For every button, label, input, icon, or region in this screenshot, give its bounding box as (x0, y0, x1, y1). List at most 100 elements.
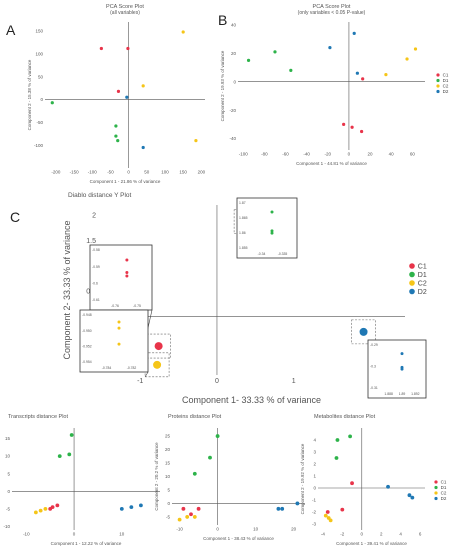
x-tick-label: 1 (292, 378, 296, 385)
y-tick-label: -5 (166, 514, 170, 519)
y-tick-label: 0 (233, 79, 236, 84)
x-tick-label: 2 (380, 532, 383, 537)
data-point-d2 (139, 503, 143, 508)
y-tick-label: 1.5 (86, 238, 96, 245)
data-point-c2 (194, 139, 198, 143)
x-tick-label: 4 (399, 532, 402, 537)
x-axis-label: Component 1 - 12.22 % of variance (51, 541, 122, 546)
y-tick-label: 20 (231, 51, 237, 56)
inset-point-c2 (117, 326, 121, 330)
legend-marker-c2 (434, 491, 438, 495)
y-axis-label: Component 2 - 19.93 % of variance (220, 50, 225, 121)
inset-x-tick: -0.784 (102, 366, 112, 370)
y-tick-label: -3 (312, 522, 316, 527)
data-point-d1 (50, 101, 54, 105)
inset-point-d2 (400, 367, 404, 371)
chart-title: Transcripts distance Plot (8, 414, 68, 420)
data-point-c1 (342, 122, 346, 126)
inset-point-c2 (117, 342, 121, 346)
x-tick-label: 0 (215, 378, 219, 385)
legend-marker-d2 (409, 288, 415, 295)
legend-label-d1: D1 (418, 272, 427, 279)
x-tick-label: 100 (161, 170, 169, 175)
inset-y-tick: -0.31 (370, 386, 378, 390)
chart-subtitle: (all variables) (110, 10, 140, 16)
y-tick-label: -20 (229, 108, 236, 113)
data-point-c2 (384, 73, 388, 77)
inset-x-tick: -0.782 (127, 366, 137, 370)
x-tick-label: 200 (198, 170, 206, 175)
data-point-d2 (295, 501, 300, 506)
data-point-d2 (129, 505, 134, 510)
legend-marker-d2 (436, 89, 440, 94)
y-tick-label: 20 (165, 447, 171, 452)
data-point-c1 (361, 77, 365, 81)
x-tick-label: 60 (410, 152, 416, 157)
data-point-c1 (126, 46, 130, 51)
x-tick-label: -10 (23, 532, 30, 537)
inset-point-c1 (125, 271, 129, 274)
data-point-d1 (334, 456, 339, 460)
y-tick-label: 50 (38, 74, 44, 79)
data-point-d1 (208, 455, 212, 460)
inset-y-tick: -0.6 (92, 282, 98, 286)
data-point-d1 (273, 50, 277, 54)
x-axis-label: Component 1- 33.33 % of variance (182, 395, 321, 405)
inset-c1: -0.58 -0.59 -0.6 -0.61 -0.76 -0.75 (89, 244, 153, 311)
inset-y-tick: -0.950 (82, 329, 92, 333)
y-tick-label: 5 (167, 488, 170, 493)
legend-marker-c2 (436, 84, 440, 88)
legend-marker-c1 (434, 480, 438, 484)
legend-label-d2: D2 (443, 89, 449, 94)
inset-y-tick: -0.952 (82, 345, 92, 349)
y-tick-label: -40 (229, 136, 236, 141)
x-tick-label: 20 (368, 152, 374, 157)
chart-title: Diablo distance Y Plot (68, 192, 132, 199)
y-tick-label: 10 (5, 454, 11, 459)
data-point-d2 (125, 95, 129, 99)
data-point-c2 (177, 517, 182, 522)
inset-y-tick: -0.58 (92, 248, 100, 252)
x-axis-label: Component 1 - 21.86 % of variance (90, 179, 161, 184)
x-tick-label: 0 (73, 532, 76, 537)
x-tick-label: 0 (361, 532, 364, 537)
y-tick-label: 3 (313, 450, 316, 455)
y-axis-label: Component 2 - 15.38 % of variance (27, 59, 32, 130)
data-point-d1 (192, 471, 197, 476)
chart-title: PCA Score Plot (106, 4, 144, 10)
legend-label-d1: D1 (441, 485, 447, 490)
data-point-d1 (289, 68, 293, 72)
x-tick-label: -80 (261, 152, 268, 157)
legend-marker-c2 (409, 280, 415, 286)
data-point-d2 (410, 495, 415, 500)
chart-a: -200 -150 -100 -50 0 50 100 150 200 150 100 50 0 -50 -… (6, 4, 206, 184)
x-tick-label: -50 (107, 170, 114, 175)
data-point-d1 (215, 434, 220, 438)
chart-title: PCA Score Plot (313, 4, 351, 10)
x-tick-label: 0 (216, 527, 219, 532)
legend-label-d2: D2 (418, 289, 427, 296)
x-tick-label: -60 (282, 152, 289, 157)
inset-y-tick: 1.865 (239, 216, 248, 220)
x-tick-label: 0 (348, 152, 351, 157)
x-tick-label: -20 (325, 152, 332, 157)
inset-d2: -0.29 -0.3 -0.31 1.888 1.89 1.892 (367, 339, 427, 399)
y-tick-label: 10 (165, 474, 171, 479)
y-tick-label: 25 (165, 434, 171, 439)
data-point-d1 (67, 452, 72, 457)
inset-x-tick: -0.34 (258, 252, 266, 256)
inset-x-tick: 1.888 (384, 392, 393, 396)
inset-point-d1 (270, 210, 274, 214)
x-tick-label: 20 (291, 527, 297, 532)
inset-point-c1 (125, 274, 129, 278)
inset-point-d1 (270, 229, 274, 233)
inset-connector-c2 (144, 371, 149, 378)
x-tick-label: 10 (253, 527, 259, 532)
y-axis-label: Component 2 - 20.2 % of variance (154, 442, 159, 511)
inset-x-tick: -0.335 (278, 252, 288, 256)
panel-letter: A (6, 22, 16, 38)
y-tick-label: 40 (231, 22, 237, 27)
